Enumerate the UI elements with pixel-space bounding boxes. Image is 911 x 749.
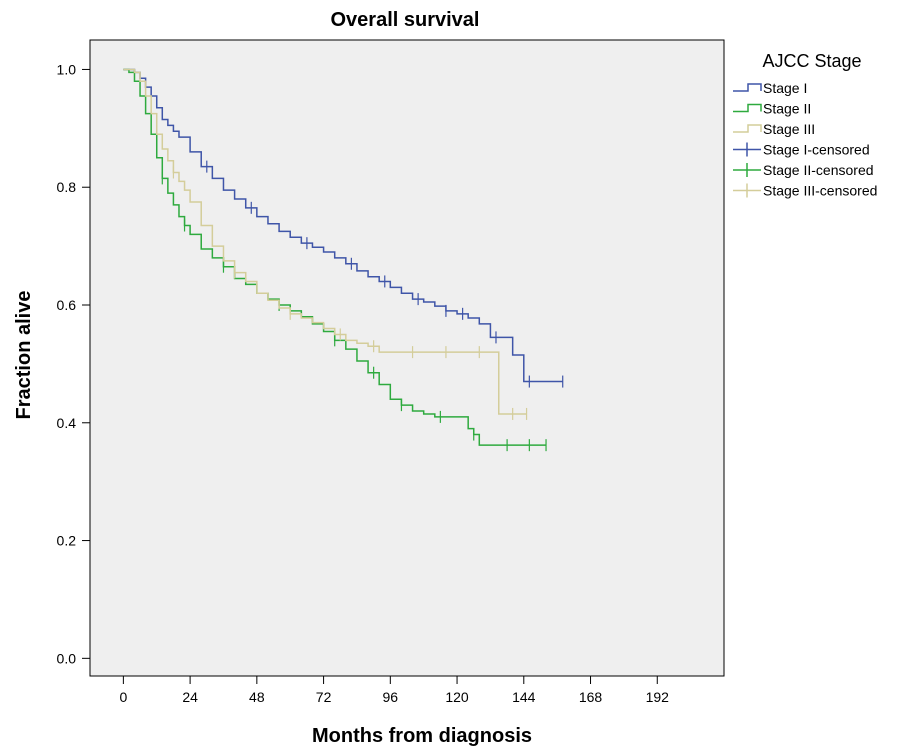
legend-swatch-stage-iii — [733, 124, 762, 133]
stage-i-curve — [123, 68, 563, 383]
legend-label-stage-ii-censored: Stage II-censored — [763, 162, 874, 178]
y-tick-label: 0.2 — [57, 533, 77, 549]
x-tick-label: 72 — [316, 689, 332, 705]
x-tick-label: 168 — [579, 689, 603, 705]
x-tick-label: 144 — [512, 689, 536, 705]
legend-label-stage-iii-censored: Stage III-censored — [763, 183, 877, 199]
x-tick-label: 120 — [445, 689, 469, 705]
x-axis: 0 24 48 72 96 120 144 168 192 — [119, 676, 669, 705]
x-axis-label: Months from diagnosis — [312, 725, 532, 747]
y-tick-label: 1.0 — [57, 61, 77, 77]
legend-label-stage-iii: Stage III — [763, 121, 815, 137]
legend-label-stage-ii: Stage II — [763, 101, 811, 117]
y-tick-label: 0.8 — [57, 179, 77, 195]
legend-swatch-stage-ii — [733, 103, 762, 113]
series-layer — [123, 68, 564, 452]
x-tick-label: 48 — [249, 689, 265, 705]
x-tick-label: 24 — [182, 689, 198, 705]
chart-title: Overall survival — [331, 9, 480, 31]
y-axis: 0.0 0.2 0.4 0.6 0.8 1.0 — [57, 61, 90, 666]
y-tick-label: 0.6 — [57, 297, 77, 313]
x-tick-label: 0 — [119, 689, 127, 705]
x-tick-label: 192 — [646, 689, 670, 705]
y-axis-label: Fraction alive — [13, 291, 35, 420]
x-tick-label: 96 — [383, 689, 399, 705]
legend-label-stage-i: Stage I — [763, 80, 807, 96]
legend: Stage I Stage II Stage III Stage I-censored… — [733, 80, 877, 199]
plot-area — [89, 39, 725, 677]
stage-iii-curve — [123, 68, 527, 415]
y-tick-label: 0.0 — [57, 650, 77, 666]
legend-swatch-stage-i — [733, 83, 762, 92]
y-tick-label: 0.4 — [57, 415, 77, 431]
legend-label-stage-i-censored: Stage I-censored — [763, 142, 870, 158]
legend-title: AJCC Stage — [762, 51, 861, 71]
